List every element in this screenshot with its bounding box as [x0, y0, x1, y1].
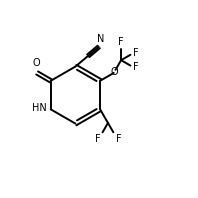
Text: N: N — [97, 34, 105, 44]
Text: HN: HN — [32, 103, 47, 113]
Text: F: F — [116, 134, 121, 144]
Text: F: F — [133, 48, 138, 58]
Text: F: F — [133, 62, 138, 71]
Text: F: F — [118, 37, 124, 47]
Text: O: O — [32, 58, 40, 68]
Text: F: F — [95, 134, 100, 144]
Text: O: O — [110, 67, 118, 77]
